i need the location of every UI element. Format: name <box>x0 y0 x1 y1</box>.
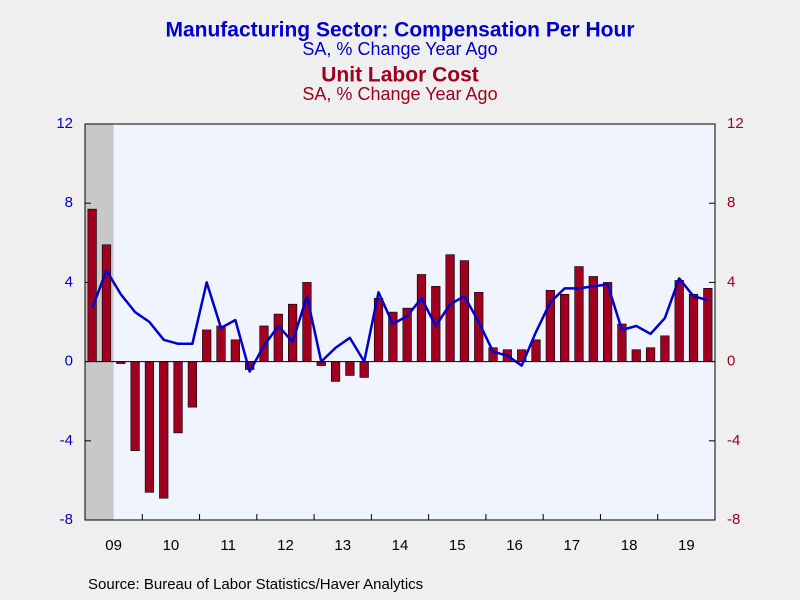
source: Source: Bureau of Labor Statistics/Haver… <box>88 576 423 593</box>
bar <box>660 335 670 362</box>
bar <box>345 361 355 376</box>
bar <box>531 339 541 362</box>
bar <box>130 361 140 452</box>
x-tick-label: 17 <box>563 537 580 554</box>
y2-tick-label: -4 <box>727 432 740 449</box>
y-tick-label: 12 <box>56 115 73 132</box>
bar <box>560 293 570 362</box>
x-tick-label: 10 <box>163 537 180 554</box>
bar <box>273 313 283 362</box>
bar <box>187 361 197 408</box>
bar <box>631 349 641 362</box>
x-tick-label: 11 <box>220 537 236 554</box>
y2-tick-label: 0 <box>727 353 735 370</box>
x-tick-label: 18 <box>621 537 638 554</box>
bar <box>330 361 341 382</box>
bar <box>574 266 584 362</box>
bar <box>416 274 427 362</box>
y2-tick-label: 4 <box>727 273 735 290</box>
x-tick-label: 14 <box>392 537 409 554</box>
title-line: Manufacturing Sector: Compensation Per H… <box>165 19 634 42</box>
y2-tick-label: 8 <box>727 194 735 211</box>
y-tick-label: 8 <box>65 194 73 211</box>
bar <box>302 282 312 362</box>
bar <box>588 276 598 362</box>
x-tick-label: 19 <box>678 537 695 554</box>
y-tick-label: -4 <box>60 432 73 449</box>
x-tick-label: 09 <box>105 537 122 554</box>
bar <box>101 244 112 362</box>
line <box>90 269 709 373</box>
x-tick-label: 16 <box>506 537 523 554</box>
x-tick-label: 13 <box>334 537 351 554</box>
x-tick-label: 12 <box>277 537 294 554</box>
x-tick-label: 15 <box>449 537 466 554</box>
bar <box>173 361 183 434</box>
bar <box>688 293 699 362</box>
bar <box>202 329 212 362</box>
bar <box>230 339 240 362</box>
bar <box>144 361 155 493</box>
bar <box>459 260 470 362</box>
bar <box>359 361 369 378</box>
y2-tick-label: 12 <box>727 115 744 132</box>
y-tick-label: 4 <box>65 273 73 290</box>
bar <box>674 280 684 362</box>
bar <box>645 347 656 362</box>
y-tick-label: -8 <box>60 511 73 528</box>
plot-frame <box>84 123 716 521</box>
subtitle-line: SA, % Change Year Ago <box>302 39 497 59</box>
subtitle-bar: SA, % Change Year Ago <box>302 84 497 104</box>
bar <box>87 208 97 362</box>
bar <box>216 325 226 362</box>
bar <box>159 361 169 499</box>
y-tick-label: 0 <box>65 353 73 370</box>
y2-tick-label: -8 <box>727 511 740 528</box>
title-bar: Unit Labor Cost <box>321 64 479 87</box>
